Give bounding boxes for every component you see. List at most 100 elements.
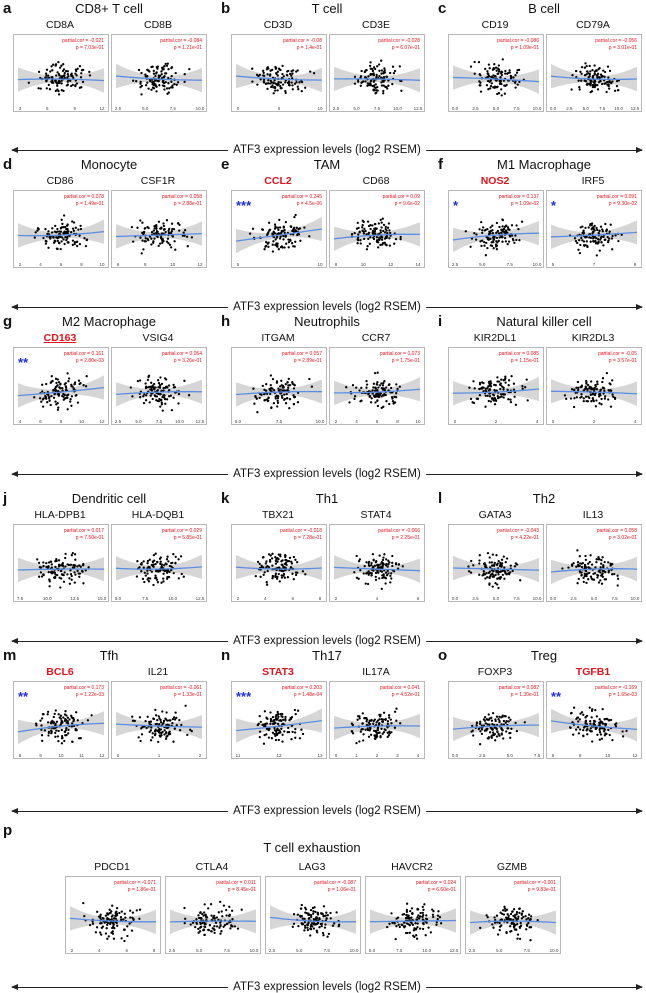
data-point — [183, 229, 187, 232]
data-point — [170, 66, 173, 70]
data-point — [297, 233, 301, 236]
panel-title: Natural killer cell — [496, 314, 592, 329]
gene-name-gata3: GATA3 — [478, 509, 512, 521]
data-point — [78, 86, 82, 89]
data-point — [144, 399, 148, 402]
data-point — [155, 714, 158, 717]
data-point — [217, 911, 220, 914]
data-point — [75, 244, 79, 248]
scatter-plot: 0.0 2.5 5.0 7.5 10.0 — [452, 58, 542, 111]
data-point — [300, 89, 303, 93]
data-point — [161, 395, 164, 399]
data-point — [438, 916, 442, 919]
confidence-band — [453, 712, 539, 742]
data-point — [296, 561, 299, 564]
data-point — [279, 385, 282, 388]
tick-label: 5.0 — [479, 262, 486, 267]
data-point — [594, 720, 597, 723]
data-point — [364, 80, 367, 83]
data-point — [607, 76, 610, 79]
data-point — [68, 718, 71, 721]
data-point — [380, 235, 383, 238]
data-point — [597, 555, 600, 559]
data-point — [269, 73, 272, 76]
data-point — [106, 921, 110, 925]
data-point — [288, 384, 292, 387]
data-point — [166, 237, 170, 240]
data-point — [286, 576, 290, 579]
data-point — [595, 74, 599, 77]
data-point — [487, 399, 490, 403]
data-point — [161, 232, 164, 235]
arrow-right-icon — [636, 471, 643, 477]
data-point — [160, 226, 163, 229]
data-point — [60, 79, 63, 82]
data-point — [605, 371, 609, 375]
data-point — [298, 227, 302, 230]
data-point — [435, 921, 438, 924]
data-point — [168, 570, 171, 574]
tick-label: 11 — [236, 753, 241, 758]
stat-line: p = 4.52e-01 — [391, 692, 420, 698]
data-point — [387, 563, 390, 566]
tick-label: 2.5 — [566, 106, 573, 111]
data-point — [159, 399, 163, 402]
data-point — [152, 563, 155, 566]
data-point — [391, 564, 394, 568]
data-point — [304, 908, 308, 911]
data-point — [387, 383, 390, 387]
data-point — [175, 723, 178, 727]
data-point — [120, 910, 123, 913]
data-point — [168, 732, 172, 736]
data-point — [281, 740, 284, 743]
stat-line: partial.cor = -0.043 — [497, 528, 539, 534]
data-point — [99, 931, 102, 934]
tick-label: 5 — [552, 262, 555, 267]
data-point — [54, 400, 57, 403]
data-point — [580, 562, 583, 565]
confidence-band — [334, 713, 420, 741]
data-point — [140, 252, 143, 255]
data-point — [585, 240, 588, 243]
tick-label: 7.5 — [156, 419, 163, 424]
data-point — [56, 378, 59, 381]
data-point — [263, 725, 266, 728]
data-point — [294, 573, 298, 577]
data-point — [73, 240, 77, 244]
data-point — [429, 931, 433, 934]
data-point — [290, 74, 293, 77]
data-point — [152, 583, 155, 587]
data-point — [574, 728, 578, 731]
data-point — [179, 555, 183, 558]
data-point — [132, 917, 135, 921]
data-point — [500, 94, 503, 97]
data-point — [594, 708, 597, 712]
data-point — [401, 565, 404, 568]
data-point — [493, 561, 496, 565]
data-point — [358, 230, 361, 233]
data-point — [114, 914, 117, 917]
data-point — [300, 903, 303, 907]
data-point — [112, 925, 115, 928]
partial-cor-stat: partial.cor = 0.078 p = 1.49e-01 — [64, 194, 104, 208]
data-point — [208, 924, 212, 927]
data-point — [151, 385, 154, 389]
data-point — [221, 915, 224, 918]
data-point — [88, 923, 92, 927]
data-point — [143, 393, 146, 396]
data-point — [363, 227, 366, 231]
data-point — [165, 87, 169, 90]
data-point — [295, 70, 298, 73]
data-point — [57, 89, 60, 93]
data-point — [55, 403, 58, 406]
stat-line: partial.cor = -0.066 — [378, 528, 420, 534]
data-point — [277, 248, 280, 251]
data-point — [47, 246, 50, 249]
data-point — [388, 229, 391, 232]
data-point — [44, 76, 47, 79]
data-point — [488, 570, 491, 573]
data-point — [439, 922, 443, 925]
data-point — [391, 554, 394, 558]
data-point — [482, 570, 486, 573]
